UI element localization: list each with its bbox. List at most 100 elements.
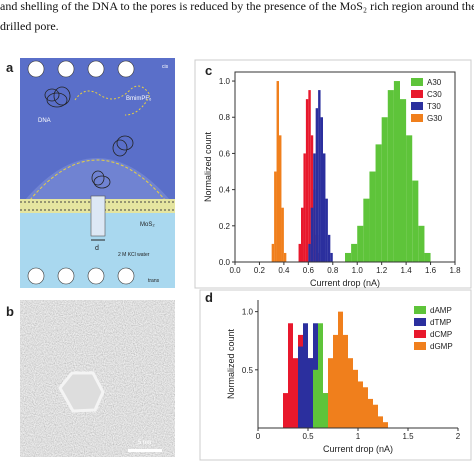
header-line: and shelling of the DNA to the pores is …: [0, 0, 474, 13]
y-axis-label: Normalized count: [203, 131, 213, 202]
x-tick-label: 1.8: [449, 266, 461, 275]
legend-label: dAMP: [430, 306, 452, 315]
y-tick-label: 0.4: [219, 186, 231, 195]
legend-label: C30: [427, 90, 442, 99]
x-tick-label: 0.2: [254, 266, 266, 275]
bar: [357, 225, 364, 262]
bar: [298, 243, 301, 262]
x-tick-label: 0.0: [229, 266, 241, 275]
field-region: [20, 158, 175, 206]
x-tick-label: 1.4: [401, 266, 413, 275]
y-tick-label: 1.0: [242, 308, 254, 317]
bar: [303, 323, 308, 428]
bar: [333, 334, 338, 428]
bar: [345, 252, 352, 262]
label: BmimPF₆: [126, 96, 152, 102]
x-tick-label: 1.5: [402, 432, 414, 441]
x-tick-label: 1.2: [376, 266, 388, 275]
legend-label: dGMP: [430, 342, 453, 351]
scale-label: 5 nm: [138, 440, 151, 446]
bar: [276, 81, 279, 262]
scale-bar: [128, 449, 162, 452]
panel-label: b: [6, 304, 14, 319]
bar: [288, 323, 293, 428]
legend-swatch: [411, 114, 423, 122]
bar: [412, 180, 419, 262]
plot-frame: [234, 71, 456, 263]
bar: [325, 198, 328, 262]
legend-swatch: [411, 78, 423, 86]
panel-a: a cis BmimPF₆ DNA MoS₂ 2 M KCl water tra…: [6, 58, 175, 288]
legend-label: A30: [427, 78, 442, 87]
label: trans: [148, 278, 160, 284]
bar: [308, 243, 311, 262]
field-line: [29, 159, 166, 201]
legend-label: dCMP: [430, 330, 452, 339]
panel-c: c 0.0 0.2 0.4 0.6 0.8 1.0 1.2 1.4 1.6 1.8 0.0 0.2 0.…: [194, 59, 472, 289]
y-tick-label: 0.0: [219, 258, 231, 267]
bar: [308, 90, 311, 262]
y-tick-label: 0.6: [219, 149, 231, 158]
x-tick-label: 0.4: [278, 266, 290, 275]
legend-swatch: [414, 342, 426, 350]
bar: [315, 108, 319, 262]
bar: [393, 81, 400, 262]
y-tick-label: 0.5: [242, 366, 254, 375]
axes: [257, 300, 458, 429]
bar: [387, 90, 394, 262]
panel-label: c: [205, 63, 212, 78]
bar: [323, 393, 328, 428]
bar: [400, 99, 407, 263]
bar: [348, 358, 353, 428]
header-line: drilled pore.: [0, 19, 59, 33]
ion-circles: [27, 60, 135, 285]
bar: [353, 369, 358, 428]
dna-coil: [44, 86, 134, 189]
bar: [351, 243, 358, 262]
x-tick-label: 0.6: [303, 266, 315, 275]
bar: [303, 153, 306, 262]
legend-label: T30: [427, 102, 441, 111]
bar: [378, 416, 383, 428]
x-tick-label: 1.6: [425, 266, 437, 275]
pore: [90, 195, 106, 237]
label: DNA: [38, 118, 51, 124]
bar: [298, 346, 303, 428]
x-tick-label: 1.0: [352, 266, 364, 275]
bar: [375, 144, 382, 262]
bar: [279, 135, 282, 262]
bar: [338, 311, 343, 428]
bar: [318, 90, 321, 262]
bar: [310, 135, 314, 262]
x-tick-label: 2: [456, 432, 461, 441]
x-axis-label: Current drop (nA): [310, 278, 380, 288]
bar: [383, 422, 388, 428]
panel-frame: [194, 59, 472, 289]
bar: [283, 393, 288, 428]
panel-b: b 5 nm: [6, 300, 175, 457]
bar: [310, 207, 314, 262]
bar: [313, 153, 316, 262]
bar: [320, 117, 323, 262]
y-tick-label: 1.0: [219, 77, 231, 86]
bar: [318, 323, 323, 428]
legend-swatch: [414, 306, 426, 314]
bar: [271, 243, 275, 262]
bar: [308, 358, 313, 428]
bar: [368, 398, 373, 428]
x-tick-label: 0: [256, 432, 261, 441]
bar: [301, 207, 304, 262]
label: 2 M KCl water: [118, 252, 150, 258]
legend-swatch: [411, 90, 423, 98]
bar: [281, 207, 284, 262]
x-axis-label: Current drop (nA): [323, 444, 393, 454]
y-axis-label: Normalized count: [226, 328, 236, 399]
legend-swatch: [414, 318, 426, 326]
legend-label: G30: [427, 114, 443, 123]
bar: [323, 153, 326, 262]
bar: [305, 99, 309, 263]
bar: [424, 252, 431, 262]
legend-swatch: [411, 102, 423, 110]
panel-d: d 0 0.5 1 1.5 2 0.5 1.0 Current drop (nA) Normal…: [199, 289, 472, 461]
